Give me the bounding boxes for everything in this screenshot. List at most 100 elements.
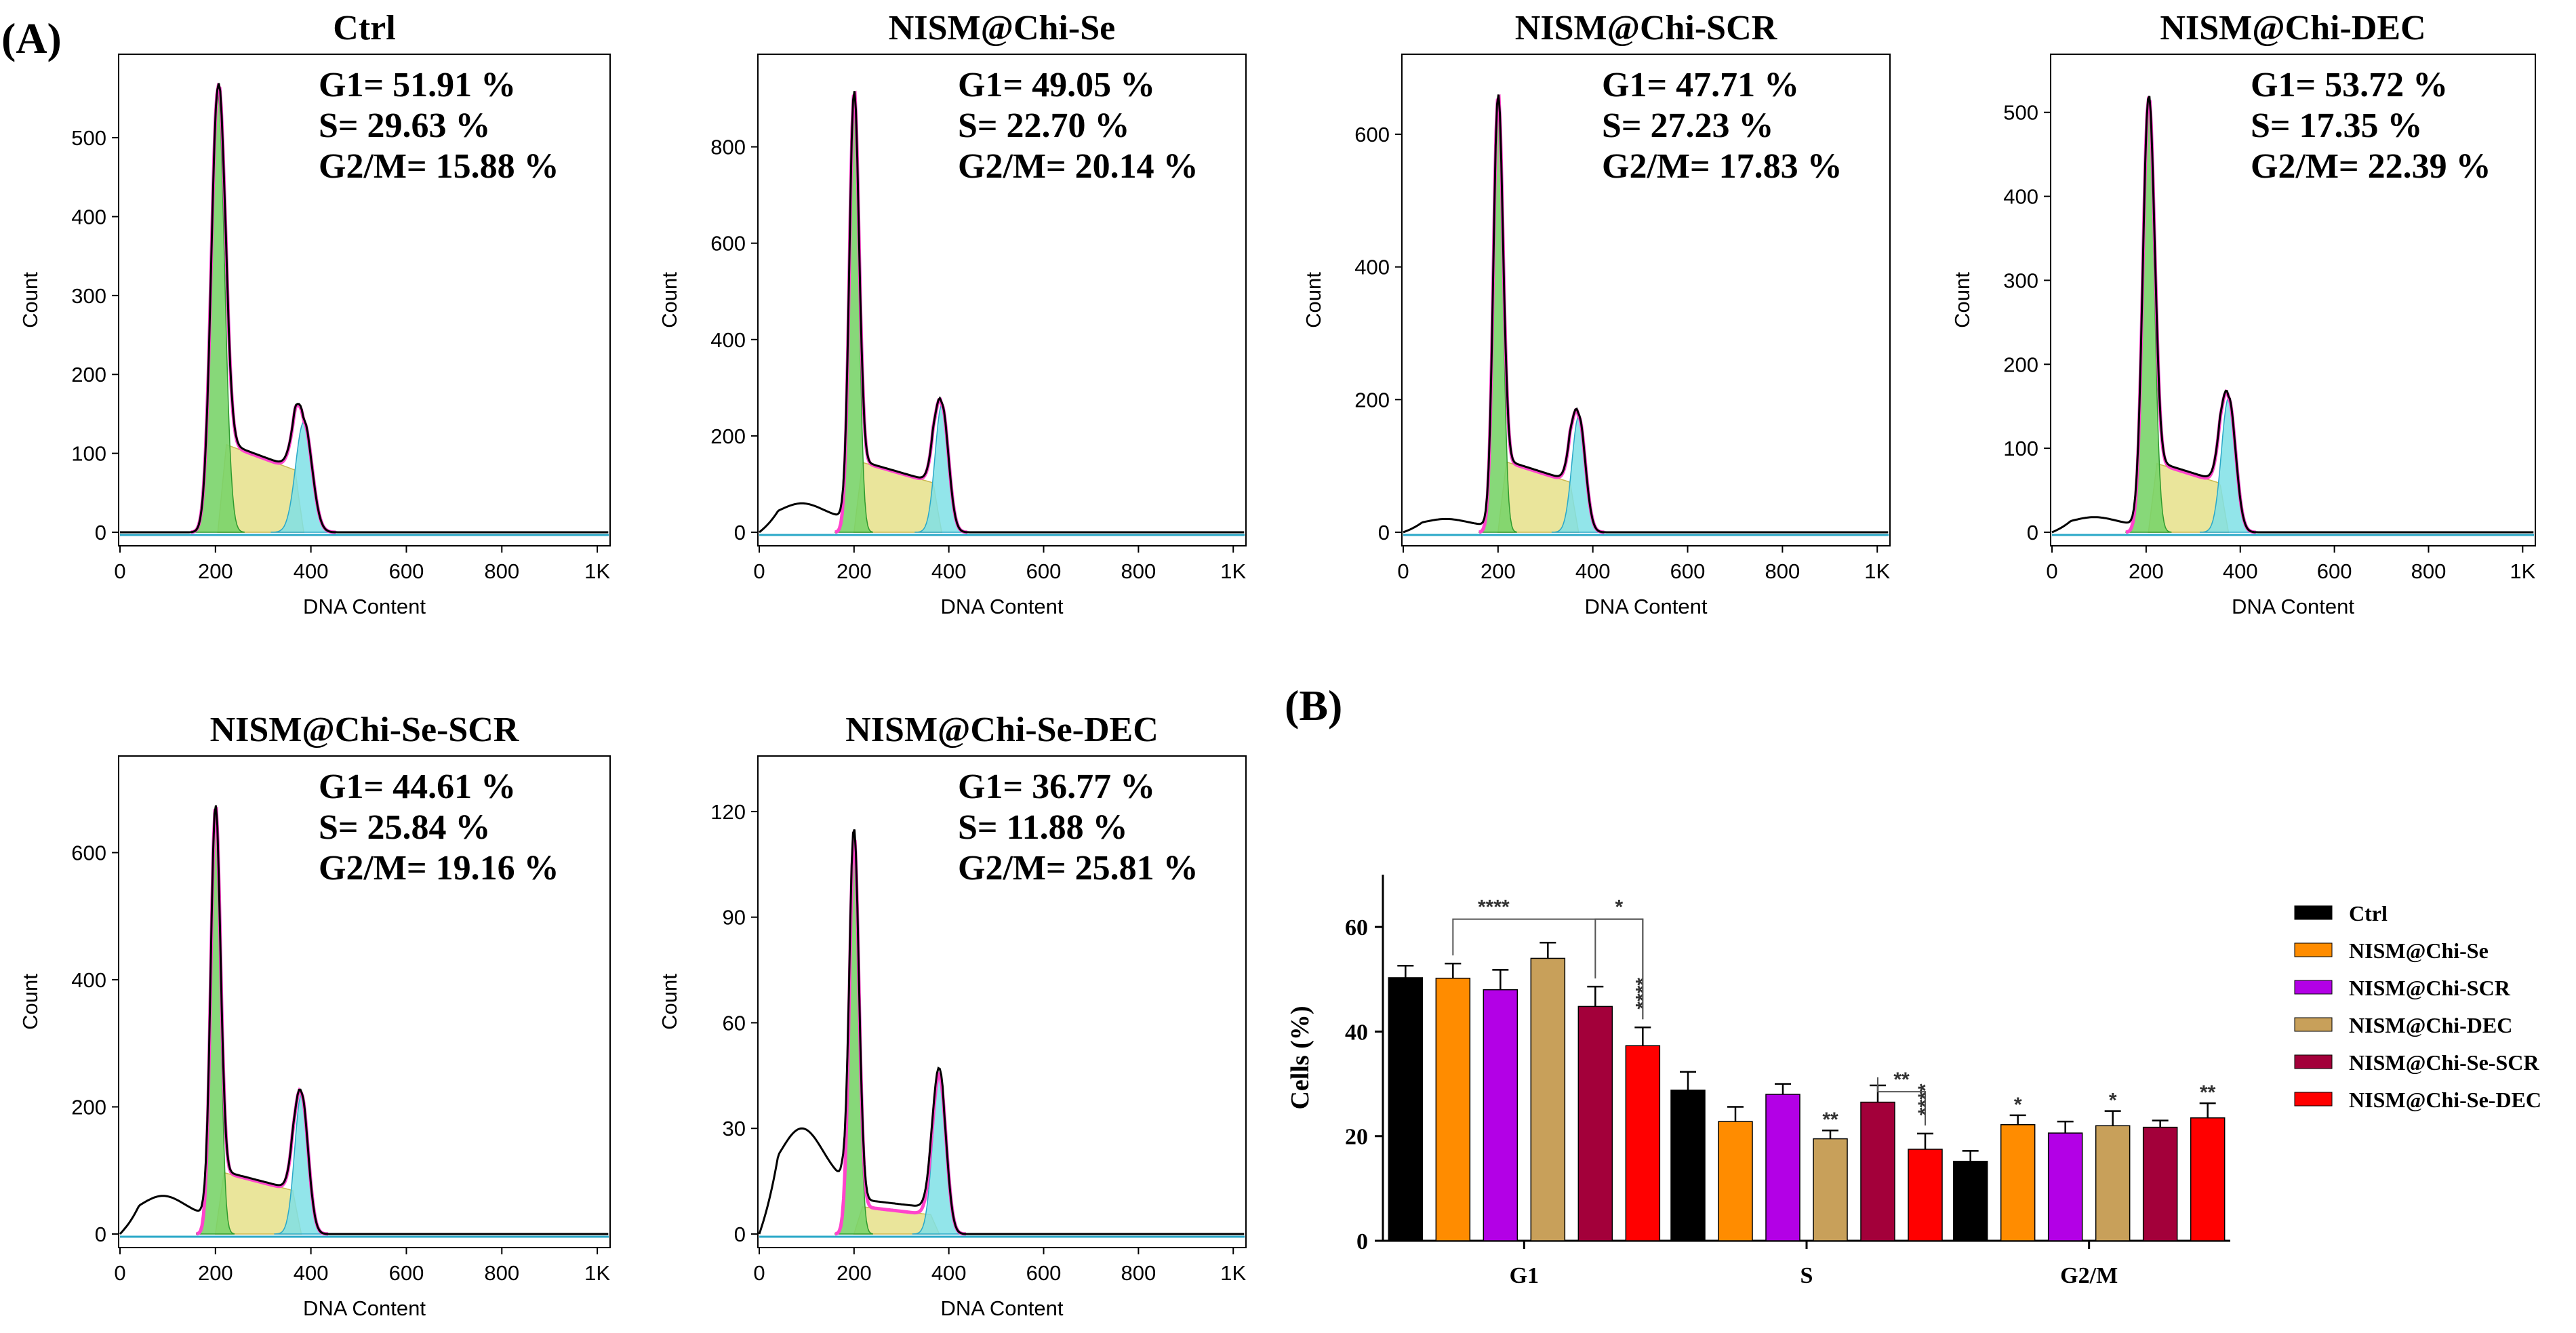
bar bbox=[2190, 1117, 2226, 1241]
bar bbox=[2047, 1132, 2083, 1241]
x-tick-label: 200 bbox=[837, 559, 872, 583]
y-tick-label: 400 bbox=[71, 205, 106, 228]
legend-swatch bbox=[2294, 1017, 2333, 1032]
y-tick-label: 400 bbox=[1354, 256, 1390, 279]
legend-swatch bbox=[2294, 1054, 2333, 1069]
y-tick-label: 0 bbox=[95, 521, 106, 544]
y-axis-label: Count bbox=[18, 974, 42, 1030]
x-tick-label: 800 bbox=[484, 559, 519, 583]
y-tick-label: 300 bbox=[2003, 268, 2038, 292]
y-tick-label: 300 bbox=[71, 284, 106, 308]
bar bbox=[2095, 1125, 2131, 1241]
x-tick-label: 400 bbox=[2223, 559, 2258, 583]
histogram-line bbox=[1403, 94, 1889, 534]
x-axis-label: DNA Content bbox=[941, 595, 1064, 618]
x-axis-label: DNA Content bbox=[1585, 595, 1708, 618]
x-tick-label: 600 bbox=[389, 559, 424, 583]
x-tick-label: 200 bbox=[198, 559, 233, 583]
histogram-title: NISM@Chi-SCR bbox=[1515, 9, 1778, 47]
histogram-line bbox=[119, 805, 609, 1235]
y-tick-label: 0 bbox=[95, 1222, 106, 1246]
g1-stat: G1= 53.72 % bbox=[2251, 66, 2448, 104]
x-tick-label: 200 bbox=[837, 1261, 872, 1285]
histogram-1: Ctrl 0 100 200 300 400 500 0 200 400 600 800 1K DNA C… bbox=[18, 9, 611, 618]
x-axis-label: DNA Content bbox=[303, 1296, 426, 1320]
legend-label: NISM@Chi-Se bbox=[2349, 938, 2489, 963]
x-tick-label: 800 bbox=[1121, 1261, 1156, 1285]
panel-label-a: (A) bbox=[1, 14, 62, 62]
bar bbox=[1952, 1160, 1988, 1241]
s-stat: S= 27.23 % bbox=[1602, 106, 1774, 145]
histogram-6: NISM@Chi-Se-DEC 0 30 60 90 120 0 200 400 600 800 1K… bbox=[658, 711, 1247, 1320]
bar bbox=[1813, 1138, 1848, 1241]
y-tick-label: 800 bbox=[710, 136, 746, 159]
legend-swatch bbox=[2294, 905, 2333, 920]
plot-frame bbox=[118, 755, 611, 1248]
comparison-bracket bbox=[1877, 1077, 1926, 1126]
bar-y-tick-label: 40 bbox=[1345, 1020, 1368, 1045]
x-tick-label: 800 bbox=[1121, 559, 1156, 583]
g2m-stat: G2/M= 20.14 % bbox=[958, 147, 1199, 186]
histogram-title: NISM@Chi-Se-DEC bbox=[845, 711, 1159, 749]
y-tick-label: 30 bbox=[723, 1117, 746, 1140]
g1-phase-area bbox=[834, 838, 874, 1235]
x-tick-label: 0 bbox=[753, 559, 765, 583]
bar bbox=[1577, 1006, 1613, 1241]
histogram-title: NISM@Chi-DEC bbox=[2160, 9, 2426, 47]
y-tick-label: 200 bbox=[2003, 353, 2038, 376]
y-axis-label: Count bbox=[1950, 272, 1974, 328]
histogram-2: NISM@Chi-Se 0 200 400 600 800 0 200 400 600 800 1K D… bbox=[658, 9, 1247, 618]
s-stat: S= 22.70 % bbox=[958, 106, 1130, 145]
y-tick-label: 0 bbox=[1378, 521, 1390, 544]
x-tick-label: 600 bbox=[1026, 559, 1062, 583]
legend-swatch bbox=[2294, 1092, 2333, 1107]
x-tick-label: 600 bbox=[1026, 1261, 1062, 1285]
x-tick-label: 1K bbox=[584, 1261, 610, 1285]
x-tick-label: 200 bbox=[198, 1261, 233, 1285]
bar bbox=[2142, 1126, 2178, 1241]
legend-label: NISM@Chi-DEC bbox=[2349, 1013, 2512, 1037]
x-tick-label: 800 bbox=[2411, 559, 2447, 583]
x-tick-label: 0 bbox=[1397, 559, 1409, 583]
histogram-4: NISM@Chi-DEC 0 100 200 300 400 500 0 200 400 600 80… bbox=[1950, 9, 2536, 618]
histogram-line bbox=[120, 83, 609, 534]
y-axis-label: Count bbox=[18, 272, 42, 328]
x-tick-label: 600 bbox=[2317, 559, 2352, 583]
bar bbox=[1625, 1045, 1661, 1241]
significance-label: * bbox=[2014, 1094, 2022, 1116]
s-stat: S= 25.84 % bbox=[319, 808, 491, 847]
y-tick-label: 60 bbox=[723, 1011, 746, 1035]
x-axis-label: DNA Content bbox=[303, 595, 426, 618]
histogram-title: NISM@Chi-Se-SCR bbox=[210, 711, 520, 749]
histogram-title: Ctrl bbox=[333, 9, 395, 47]
y-tick-label: 100 bbox=[71, 442, 106, 466]
x-axis-label: DNA Content bbox=[2232, 595, 2354, 618]
y-tick-label: 100 bbox=[2003, 437, 2038, 460]
x-tick-label: 0 bbox=[753, 1261, 765, 1285]
bar-y-tick-label: 60 bbox=[1345, 915, 1368, 940]
y-tick-label: 200 bbox=[71, 1096, 106, 1119]
y-tick-label: 120 bbox=[710, 800, 746, 824]
histogram-line bbox=[2051, 96, 2534, 534]
bar bbox=[1908, 1149, 1943, 1241]
g1-stat: G1= 36.77 % bbox=[958, 768, 1155, 806]
bar-category-label: G1 bbox=[1510, 1263, 1539, 1288]
x-axis-label: DNA Content bbox=[941, 1296, 1064, 1320]
x-tick-label: 400 bbox=[294, 559, 329, 583]
x-tick-label: 0 bbox=[2046, 559, 2057, 583]
x-tick-label: 1K bbox=[2510, 559, 2535, 583]
x-tick-label: 800 bbox=[484, 1261, 519, 1285]
y-tick-label: 0 bbox=[2027, 521, 2038, 544]
bar bbox=[1435, 977, 1471, 1241]
histogram-5: NISM@Chi-Se-SCR 0 200 400 600 0 200 400 600 800 1K… bbox=[18, 711, 611, 1320]
y-axis-label: Count bbox=[1302, 272, 1325, 328]
legend-label: NISM@Chi-Se-SCR bbox=[2349, 1050, 2539, 1075]
x-tick-label: 1K bbox=[584, 559, 610, 583]
panel-label-b: (B) bbox=[1285, 681, 1342, 730]
s-stat: S= 11.88 % bbox=[958, 808, 1128, 847]
y-tick-label: 400 bbox=[2003, 185, 2038, 209]
plot-frame bbox=[757, 54, 1247, 546]
legend-swatch bbox=[2294, 942, 2333, 957]
x-tick-label: 0 bbox=[114, 1261, 125, 1285]
